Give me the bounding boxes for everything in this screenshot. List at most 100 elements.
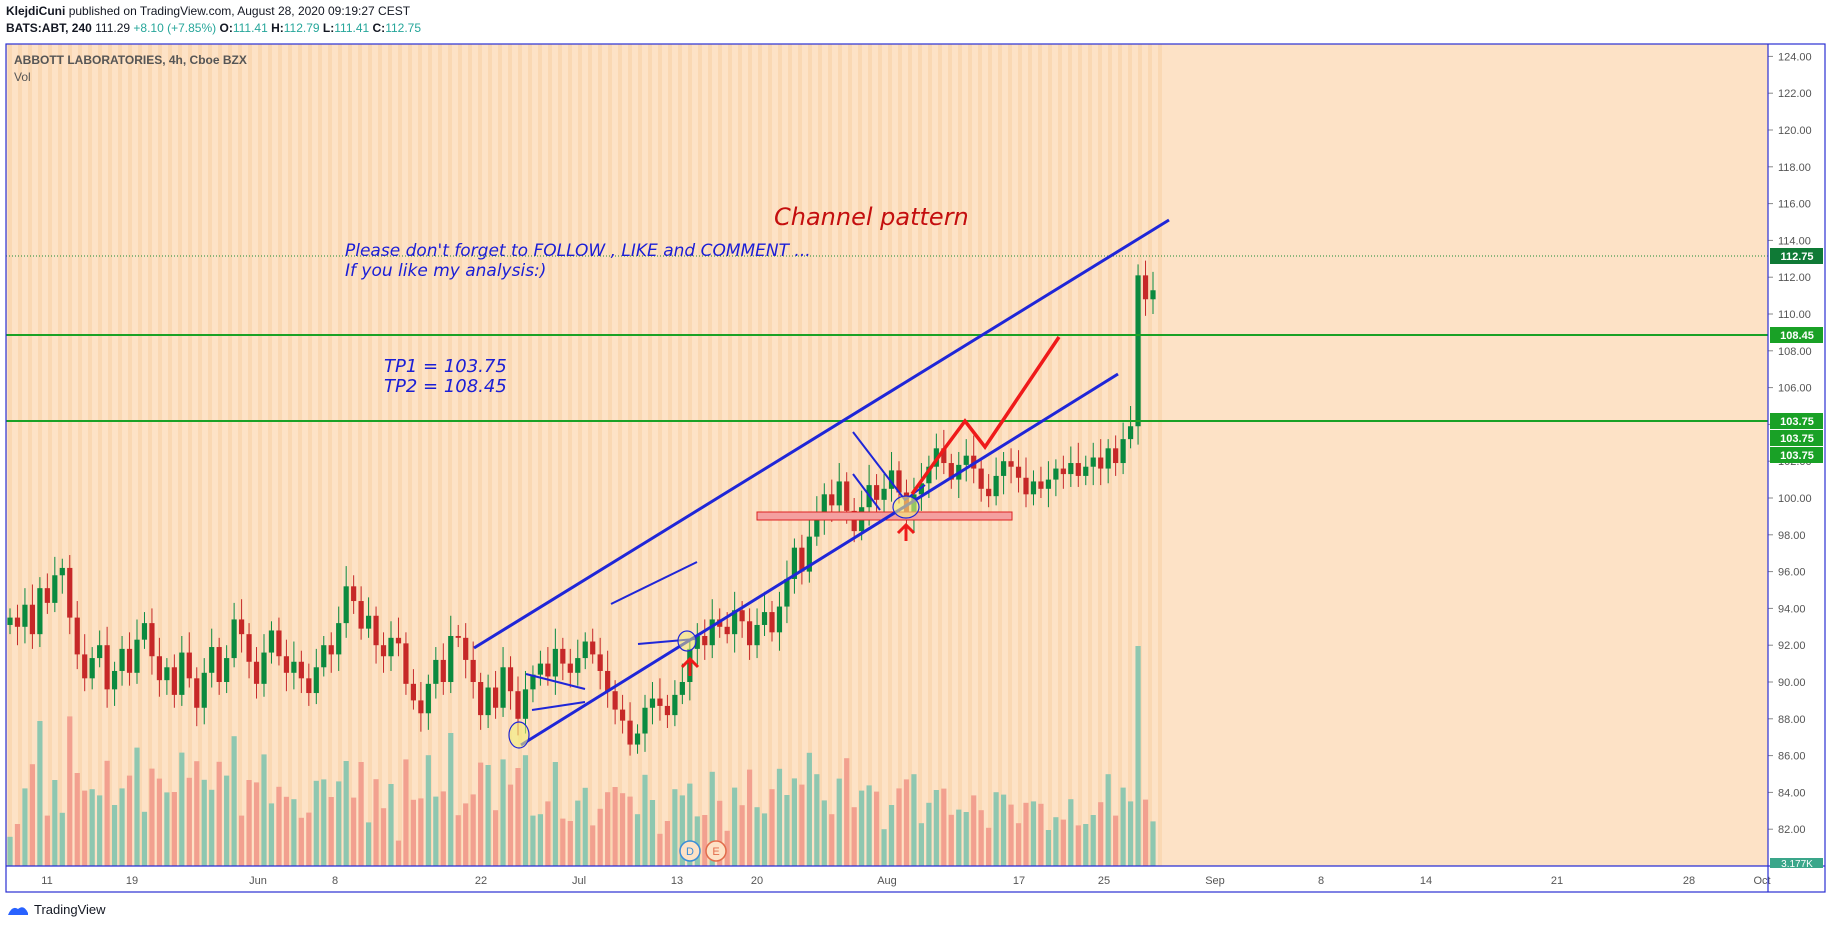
volume-bar (1015, 823, 1022, 866)
channel-upper-line[interactable] (473, 218, 1170, 650)
session-stripe (98, 44, 102, 866)
session-stripe (298, 44, 302, 866)
price-tick-label: 94.00 (1778, 603, 1806, 615)
candle-body (478, 682, 484, 716)
price-tick-label: 106.00 (1778, 383, 1812, 395)
candle-body (1105, 448, 1111, 469)
tp1-price-tag-a[interactable]: 103.75 (1770, 413, 1823, 429)
candle-body (619, 709, 626, 721)
projection-path[interactable] (910, 336, 1061, 496)
volume-bar (888, 805, 895, 866)
candle-body (612, 691, 618, 710)
session-stripe (348, 44, 352, 866)
last-price-tag[interactable]: 112.75 (1770, 248, 1823, 264)
low-marker-3[interactable] (892, 495, 920, 519)
session-stripe (118, 44, 122, 866)
volume-bar (746, 769, 753, 866)
session-stripe (268, 44, 272, 866)
tp1-price-tag-c[interactable]: 103.75 (1770, 447, 1823, 463)
session-stripe (598, 44, 602, 866)
tp2-price-tag[interactable]: 108.45 (1770, 327, 1823, 343)
low-marker-2[interactable] (677, 630, 697, 652)
time-tick-label: Aug (877, 875, 897, 887)
candle-body (761, 612, 768, 625)
volume-bar (313, 780, 319, 866)
candle-body (97, 645, 103, 659)
price-tick-label: 96.00 (1778, 567, 1806, 579)
open-label: O: (219, 21, 233, 35)
candle-body (365, 615, 372, 629)
channel-lower-line[interactable] (520, 372, 1119, 747)
volume-bar (425, 755, 431, 866)
candle-body (22, 604, 28, 627)
time-tick-label: 21 (1551, 875, 1563, 887)
author-name[interactable]: KlejdiCuni (6, 4, 66, 18)
volume-bar (463, 803, 469, 866)
volume-bar (171, 792, 177, 866)
dividend-event-marker[interactable]: D (679, 840, 701, 862)
tp1-price-tag-b[interactable]: 103.75 (1770, 430, 1823, 446)
volume-bar (769, 789, 775, 866)
volume-bar (649, 800, 656, 866)
last-price-tag-text: 112.75 (1780, 251, 1813, 263)
volume-bar (664, 821, 671, 866)
session-stripe (1028, 44, 1032, 866)
session-stripe (808, 44, 812, 866)
volume-bar (478, 762, 484, 866)
triangle-lower-line[interactable] (531, 701, 586, 711)
time-tick-label: Sep (1205, 875, 1225, 887)
footer-brand[interactable]: TradingView (6, 902, 106, 917)
pullback-lower-line[interactable] (852, 473, 881, 511)
candle-body (814, 516, 820, 537)
candle-body (575, 658, 581, 673)
candle-body (164, 667, 170, 681)
session-stripe (1118, 44, 1122, 866)
time-tick-label: 11 (41, 875, 52, 887)
session-stripe (438, 44, 442, 866)
candle-body (702, 636, 708, 646)
session-stripe (178, 44, 182, 866)
candle-body (926, 466, 932, 484)
volume-bar (776, 768, 783, 866)
triangle-upper-line[interactable] (525, 673, 586, 690)
volume-bar (634, 814, 641, 866)
chart-frame (5, 43, 1826, 893)
earnings-event-marker[interactable]: E (705, 840, 727, 862)
volume-bar (306, 812, 312, 866)
arrow-up-icon (896, 522, 916, 541)
candle-body (507, 667, 514, 692)
volume-bar (351, 797, 357, 866)
wedge-upper-line[interactable] (610, 561, 698, 605)
volume-bar (336, 781, 342, 866)
volume-bar (246, 780, 252, 866)
volume-tag[interactable]: 3.177K (1770, 858, 1823, 870)
session-stripe (878, 44, 882, 866)
volume-bar (328, 797, 334, 866)
time-tick-label: 8 (1318, 875, 1324, 887)
follow-line-1: Please don't forget to FOLLOW , LIKE and… (345, 241, 811, 261)
candle-body (149, 623, 155, 657)
arrow-up-icon (680, 656, 700, 676)
time-axis[interactable] (6, 866, 1768, 892)
candle-body (567, 663, 573, 673)
candle-body (694, 636, 700, 649)
session-stripe (1098, 44, 1102, 866)
session-stripe (478, 44, 482, 866)
session-stripe (608, 44, 612, 866)
session-stripe (708, 44, 712, 866)
volume-bar (179, 752, 185, 866)
open-value: 111.41 (232, 21, 268, 35)
volume-bar (1150, 821, 1156, 866)
candle-body (261, 652, 267, 684)
candle-body (986, 488, 992, 497)
volume-bar (612, 787, 618, 866)
tp2-label: TP2 = 108.45 (384, 376, 507, 397)
candle-body (664, 705, 671, 716)
volume-bar (709, 771, 715, 866)
price-tick-label: 114.00 (1778, 235, 1811, 247)
volume-bar (365, 822, 372, 866)
low-marker-1[interactable] (508, 721, 530, 749)
volume-bar (343, 761, 349, 866)
volume-bar (276, 786, 282, 866)
